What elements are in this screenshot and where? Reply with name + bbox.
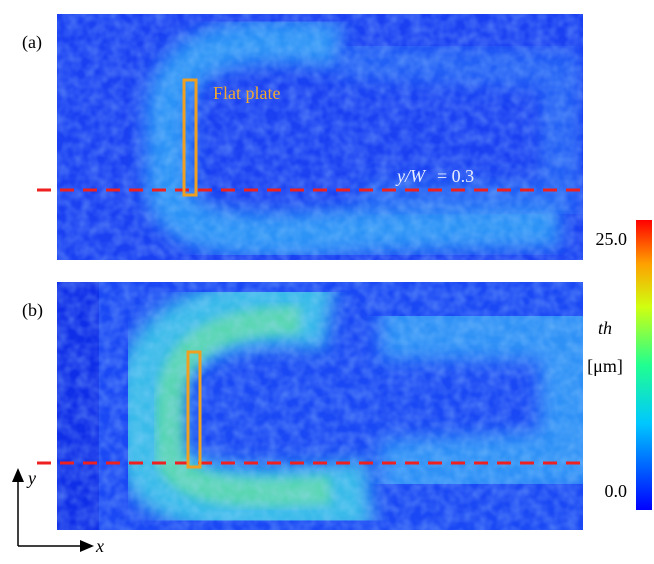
line-value: = 0.3 [437, 166, 474, 186]
arrow-head [80, 540, 94, 552]
figure: (a) (b) Flat plate y/W = 0.3 th [μm] y x… [0, 0, 654, 559]
heatmap-b [57, 282, 583, 530]
axis-label: y [26, 468, 36, 488]
colorbar [636, 220, 652, 510]
axis-label: x [95, 536, 104, 556]
panel-label: (a) [22, 32, 42, 53]
heatmap-a [57, 14, 583, 260]
arrow-head [12, 468, 24, 482]
line-variable: y/W [395, 166, 427, 186]
panel-label: (b) [22, 300, 43, 321]
colorbar-tick-label: 0.0 [605, 481, 628, 501]
annotation: Flat plate [213, 83, 280, 103]
colorbar-symbol: th [598, 318, 612, 338]
colorbar-tick-label: 25.0 [596, 229, 628, 249]
colorbar-unit: [μm] [587, 356, 623, 376]
